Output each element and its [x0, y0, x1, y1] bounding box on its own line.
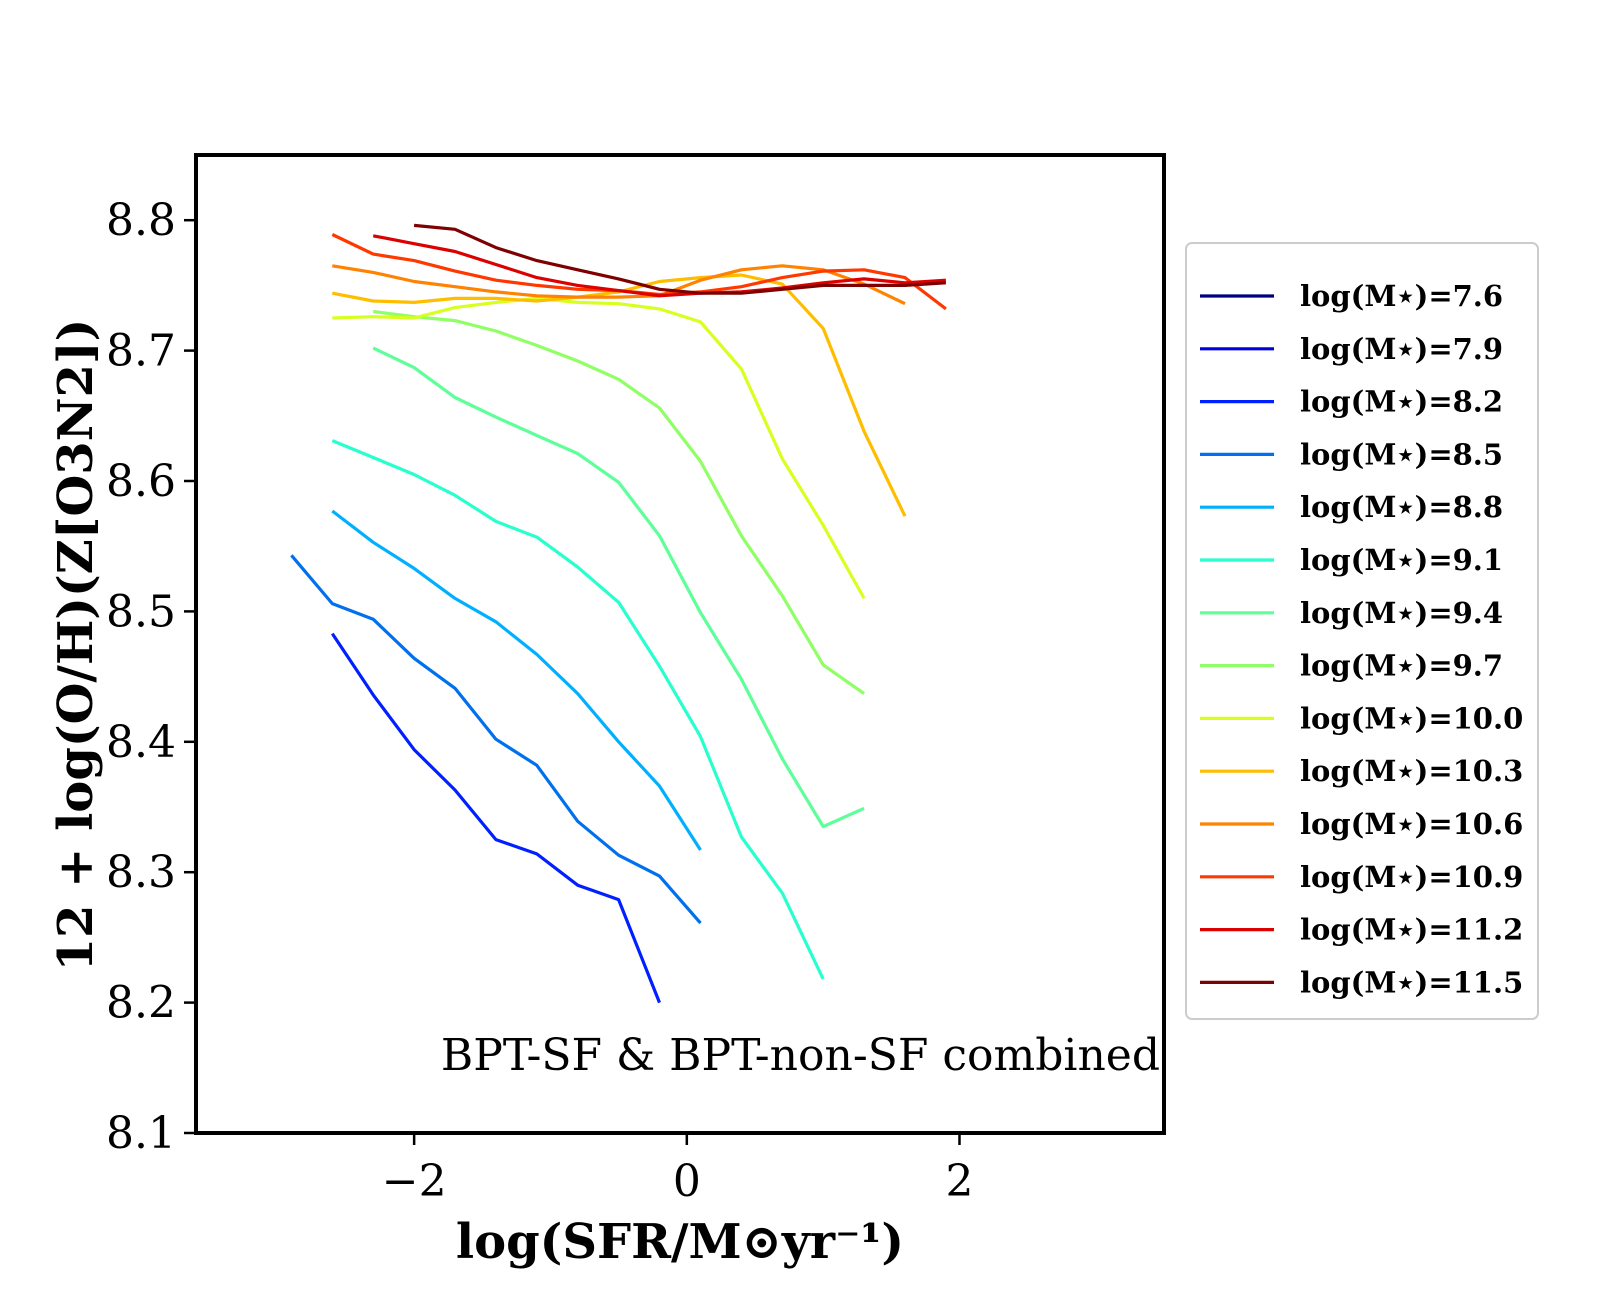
x-tick-label: 2 — [945, 1156, 973, 1207]
y-tick-label: 8.3 — [106, 847, 176, 898]
y-tick-label: 8.1 — [106, 1108, 176, 1159]
x-tick-label: 0 — [673, 1156, 701, 1207]
chart-annotation: BPT-SF & BPT-non-SF combined — [441, 1030, 1160, 1081]
x-tick-label: −2 — [382, 1156, 447, 1207]
y-tick-label: 8.6 — [106, 456, 176, 507]
series-line-7 — [372, 309, 866, 695]
legend-label-13: log(M⋆)=11.5 — [1300, 965, 1523, 999]
y-tick-label: 8.2 — [106, 978, 176, 1029]
legend-label-0: log(M⋆)=7.6 — [1300, 279, 1503, 313]
legend-label-2: log(M⋆)=8.2 — [1300, 385, 1503, 419]
series-line-13 — [413, 223, 947, 295]
y-tick-label: 8.8 — [106, 195, 176, 246]
y-tick-label: 8.4 — [106, 717, 176, 768]
legend-label-1: log(M⋆)=7.9 — [1300, 332, 1503, 366]
series-line-3 — [290, 554, 702, 925]
legend-label-3: log(M⋆)=8.5 — [1300, 437, 1503, 471]
series-line-4 — [331, 509, 702, 851]
legend-label-7: log(M⋆)=9.7 — [1300, 649, 1503, 683]
x-axis-ticks: −2 0 2 — [382, 1133, 973, 1207]
x-axis-label: log(SFR/M⊙yr⁻¹) — [456, 1214, 904, 1270]
y-tick-label: 8.7 — [106, 326, 176, 377]
legend-label-12: log(M⋆)=11.2 — [1300, 913, 1523, 947]
series-line-5 — [331, 439, 825, 980]
legend-label-5: log(M⋆)=9.1 — [1300, 543, 1503, 577]
legend-label-11: log(M⋆)=10.9 — [1300, 860, 1523, 894]
series-line-8 — [332, 296, 866, 600]
series-line-9 — [332, 273, 907, 517]
legend-label-8: log(M⋆)=10.0 — [1300, 701, 1523, 735]
series-line-6 — [372, 346, 865, 829]
series-line-12 — [372, 234, 947, 298]
series-line-10 — [332, 264, 906, 306]
legend-label-6: log(M⋆)=9.4 — [1300, 596, 1503, 630]
series-line-2 — [330, 632, 661, 1004]
y-tick-label: 8.5 — [106, 586, 176, 637]
y-axis-ticks: 8.1 8.2 8.3 8.4 8.5 8.6 8.7 8.8 — [106, 195, 196, 1159]
legend-label-10: log(M⋆)=10.6 — [1300, 807, 1523, 841]
legend-label-9: log(M⋆)=10.3 — [1300, 754, 1523, 788]
plot-area — [290, 223, 947, 1004]
y-axis-label: 12 + log(O/H)(Z[O3N2]) — [48, 319, 104, 972]
legend-label-4: log(M⋆)=8.8 — [1300, 490, 1503, 524]
legend: log(M⋆)=7.6 log(M⋆)=7.9 log(M⋆)=8.2 log(M⋆)… — [1185, 242, 1539, 1020]
plot-frame — [194, 153, 1166, 1135]
